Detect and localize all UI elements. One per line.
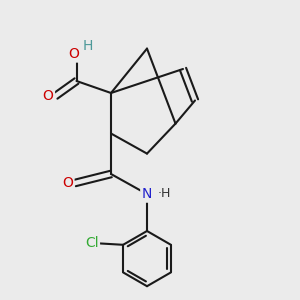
- Text: N: N: [142, 187, 152, 201]
- Text: O: O: [43, 89, 53, 103]
- Text: O: O: [68, 47, 79, 61]
- Text: Cl: Cl: [85, 236, 98, 250]
- Text: H: H: [83, 39, 93, 52]
- Text: O: O: [62, 176, 73, 190]
- Text: ·H: ·H: [158, 187, 171, 200]
